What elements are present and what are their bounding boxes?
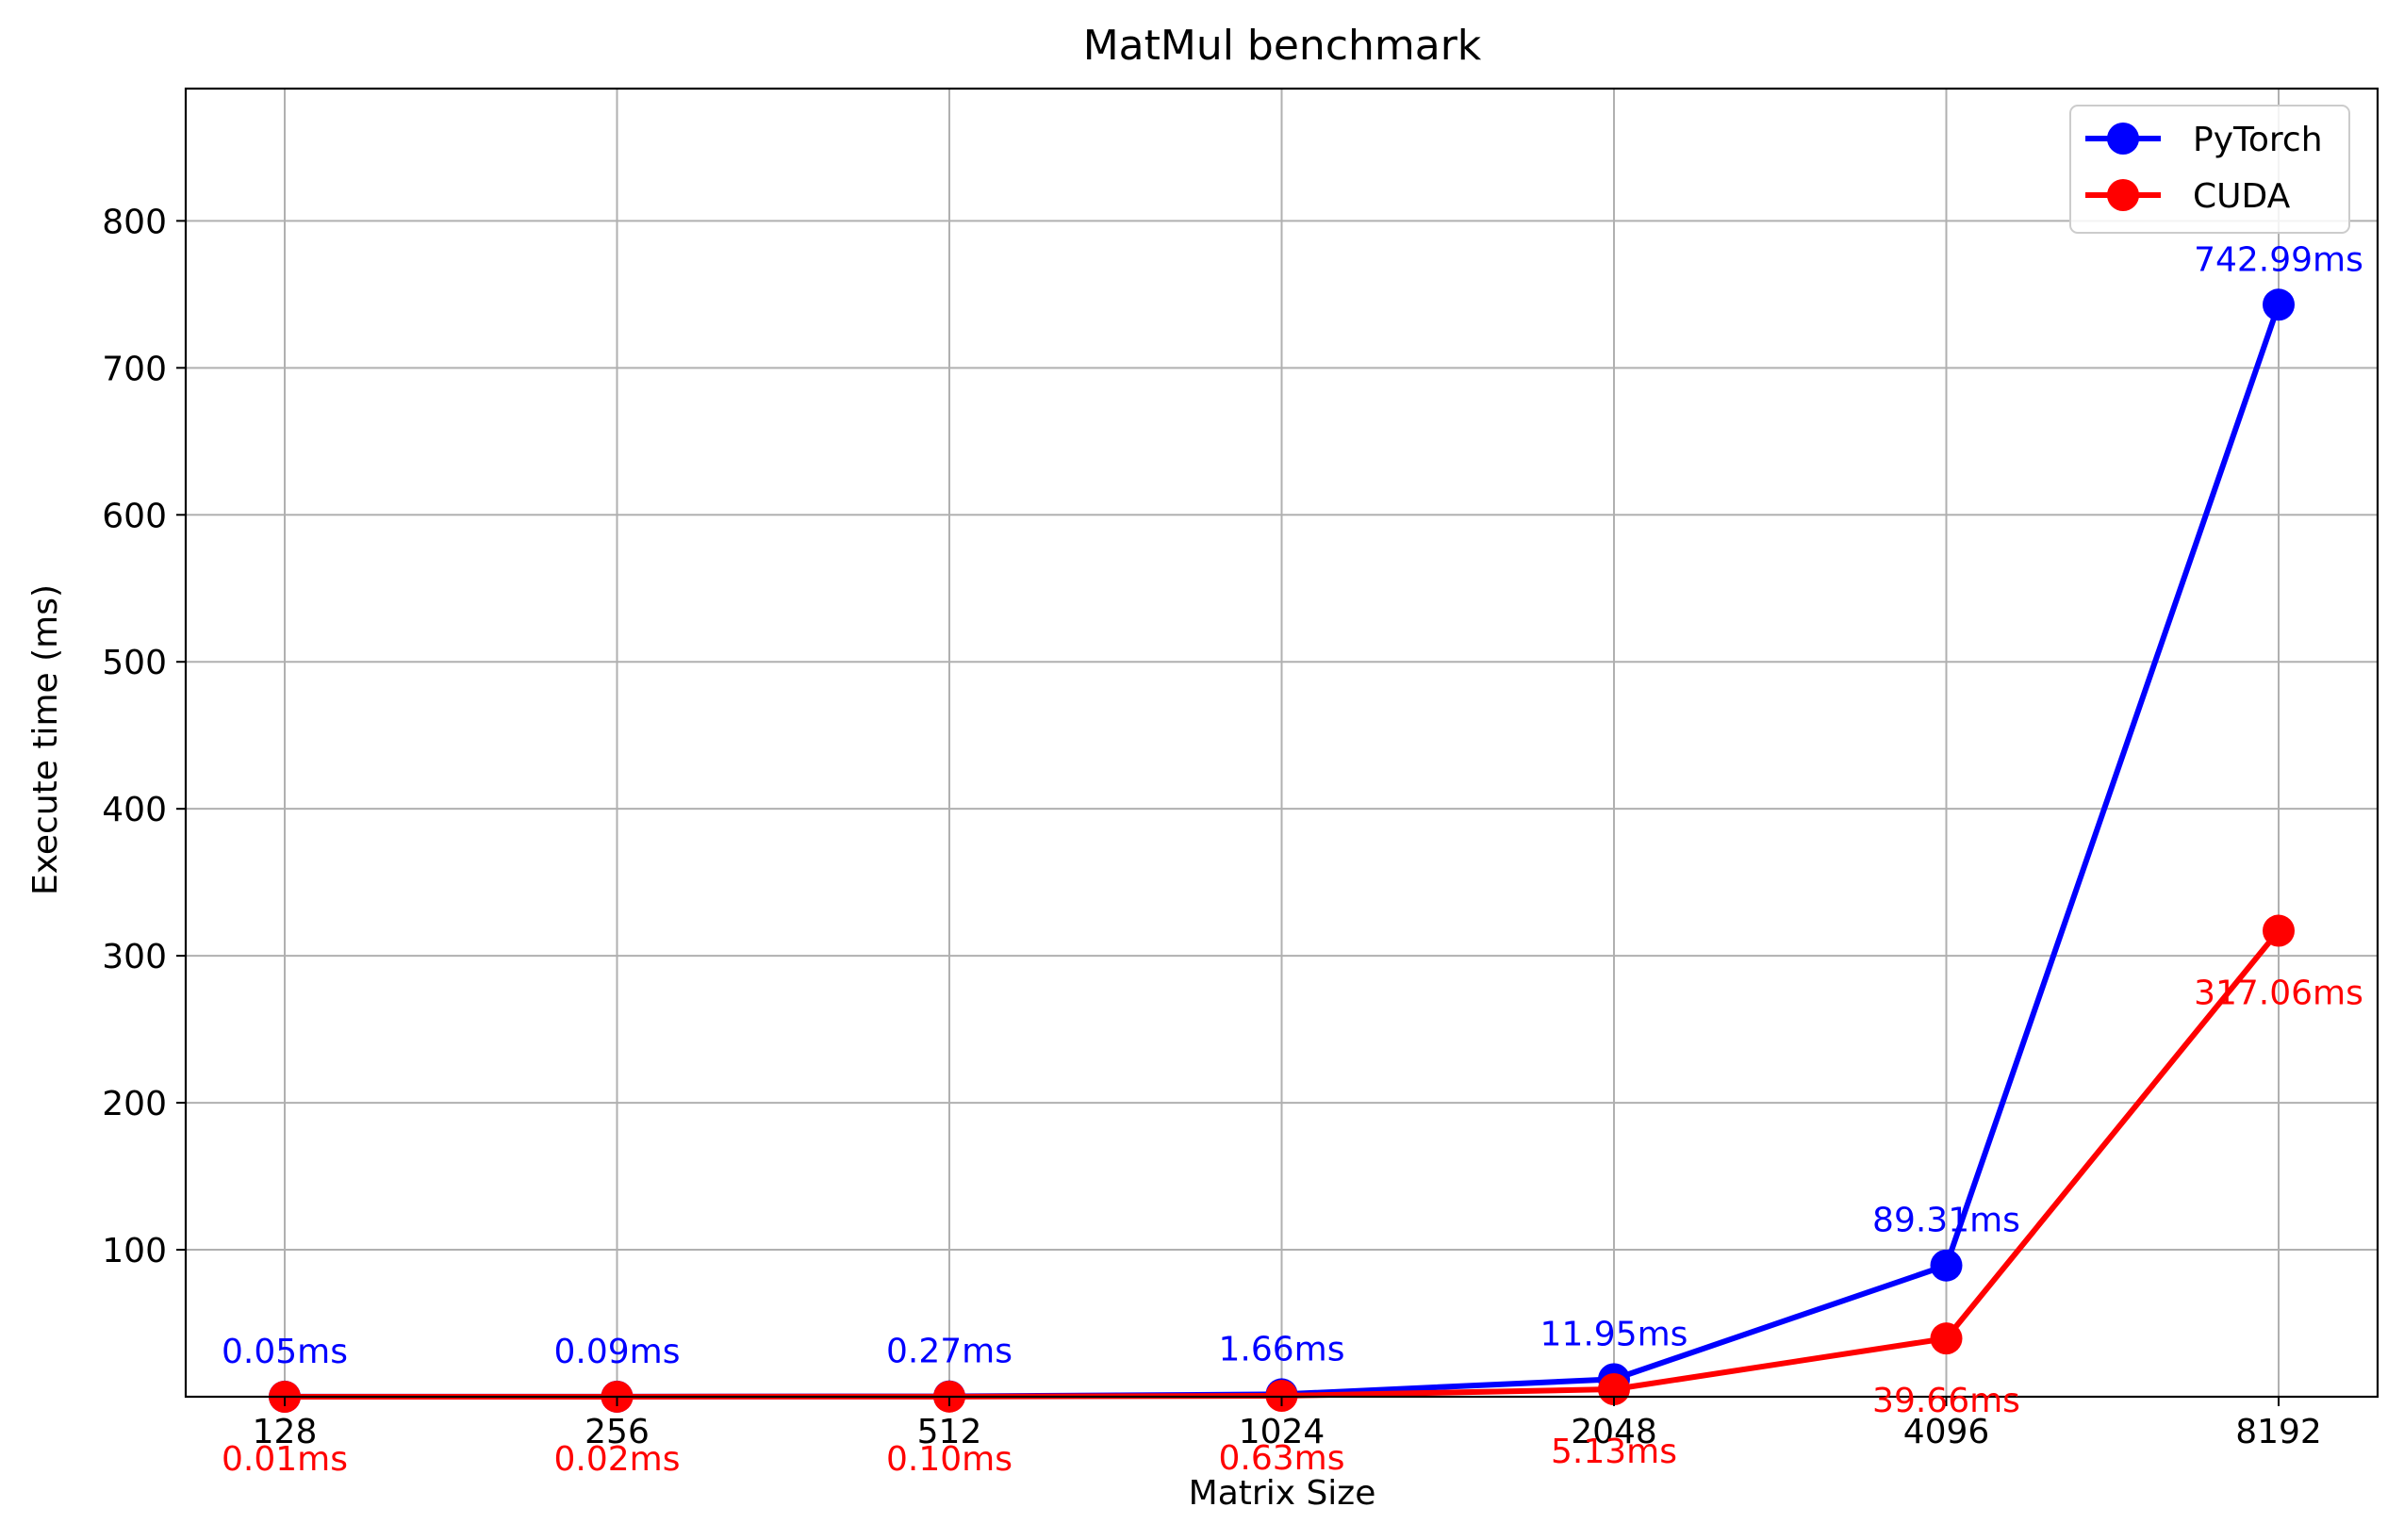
y-tick-label: 800 bbox=[102, 203, 167, 241]
pytorch-data-label: 0.09ms bbox=[554, 1333, 681, 1371]
pytorch-data-label: 742.99ms bbox=[2194, 240, 2363, 279]
pytorch-data-label: 0.05ms bbox=[222, 1333, 348, 1371]
cuda-legend-label: CUDA bbox=[2193, 177, 2291, 216]
y-tick-label: 100 bbox=[102, 1232, 167, 1270]
pytorch-marker bbox=[1930, 1249, 1963, 1282]
chart-title: MatMul benchmark bbox=[1083, 22, 1482, 70]
y-tick-label: 600 bbox=[102, 497, 167, 535]
pytorch-marker bbox=[2263, 288, 2295, 321]
cuda-data-label: 0.02ms bbox=[554, 1440, 681, 1479]
pytorch-data-label: 89.31ms bbox=[1872, 1202, 2020, 1240]
cuda-data-label: 5.13ms bbox=[1551, 1433, 1677, 1471]
x-tick-label: 4096 bbox=[1903, 1413, 1990, 1451]
data-labels: 0.05ms 0.09ms 0.27ms 1.66ms 11.95ms 89.31ms 74… bbox=[222, 240, 2363, 1479]
cuda-data-label: 0.63ms bbox=[1219, 1439, 1345, 1478]
y-tick-label: 500 bbox=[102, 644, 167, 682]
y-tick-label: 300 bbox=[102, 938, 167, 976]
pytorch-data-label: 0.27ms bbox=[886, 1333, 1013, 1371]
x-tick-label: 8192 bbox=[2235, 1413, 2322, 1451]
pytorch-legend-label: PyTorch bbox=[2193, 121, 2323, 159]
y-tick-label: 700 bbox=[102, 350, 167, 388]
axes: 128 256 512 1024 2048 4096 8192 100 200 300 400 500… bbox=[102, 203, 2322, 1451]
x-tick-label: 2048 bbox=[1571, 1413, 1657, 1451]
x-tick-label: 256 bbox=[585, 1413, 650, 1451]
pytorch-data-label: 11.95ms bbox=[1540, 1315, 1688, 1353]
cuda-marker bbox=[2263, 914, 2295, 947]
pytorch-data-label: 1.66ms bbox=[1219, 1330, 1345, 1368]
y-tick-label: 400 bbox=[102, 791, 167, 829]
cuda-data-label: 317.06ms bbox=[2194, 975, 2363, 1013]
y-axis-label: Execute time (ms) bbox=[26, 584, 65, 895]
cuda-data-label: 0.01ms bbox=[222, 1440, 348, 1479]
x-tick-label: 1024 bbox=[1239, 1413, 1325, 1451]
cuda-marker bbox=[1930, 1322, 1963, 1355]
cuda-data-label: 0.10ms bbox=[886, 1440, 1013, 1479]
cuda-data-label: 39.66ms bbox=[1872, 1382, 2020, 1420]
x-tick-label: 128 bbox=[253, 1413, 318, 1451]
x-tick-label: 512 bbox=[917, 1413, 982, 1451]
y-tick-label: 200 bbox=[102, 1085, 167, 1123]
pytorch-legend-marker bbox=[2107, 123, 2139, 155]
legend: PyTorch CUDA bbox=[2069, 105, 2350, 234]
x-axis-label: Matrix Size bbox=[1189, 1474, 1376, 1513]
cuda-legend-marker bbox=[2107, 179, 2139, 211]
grid bbox=[186, 89, 2378, 1397]
